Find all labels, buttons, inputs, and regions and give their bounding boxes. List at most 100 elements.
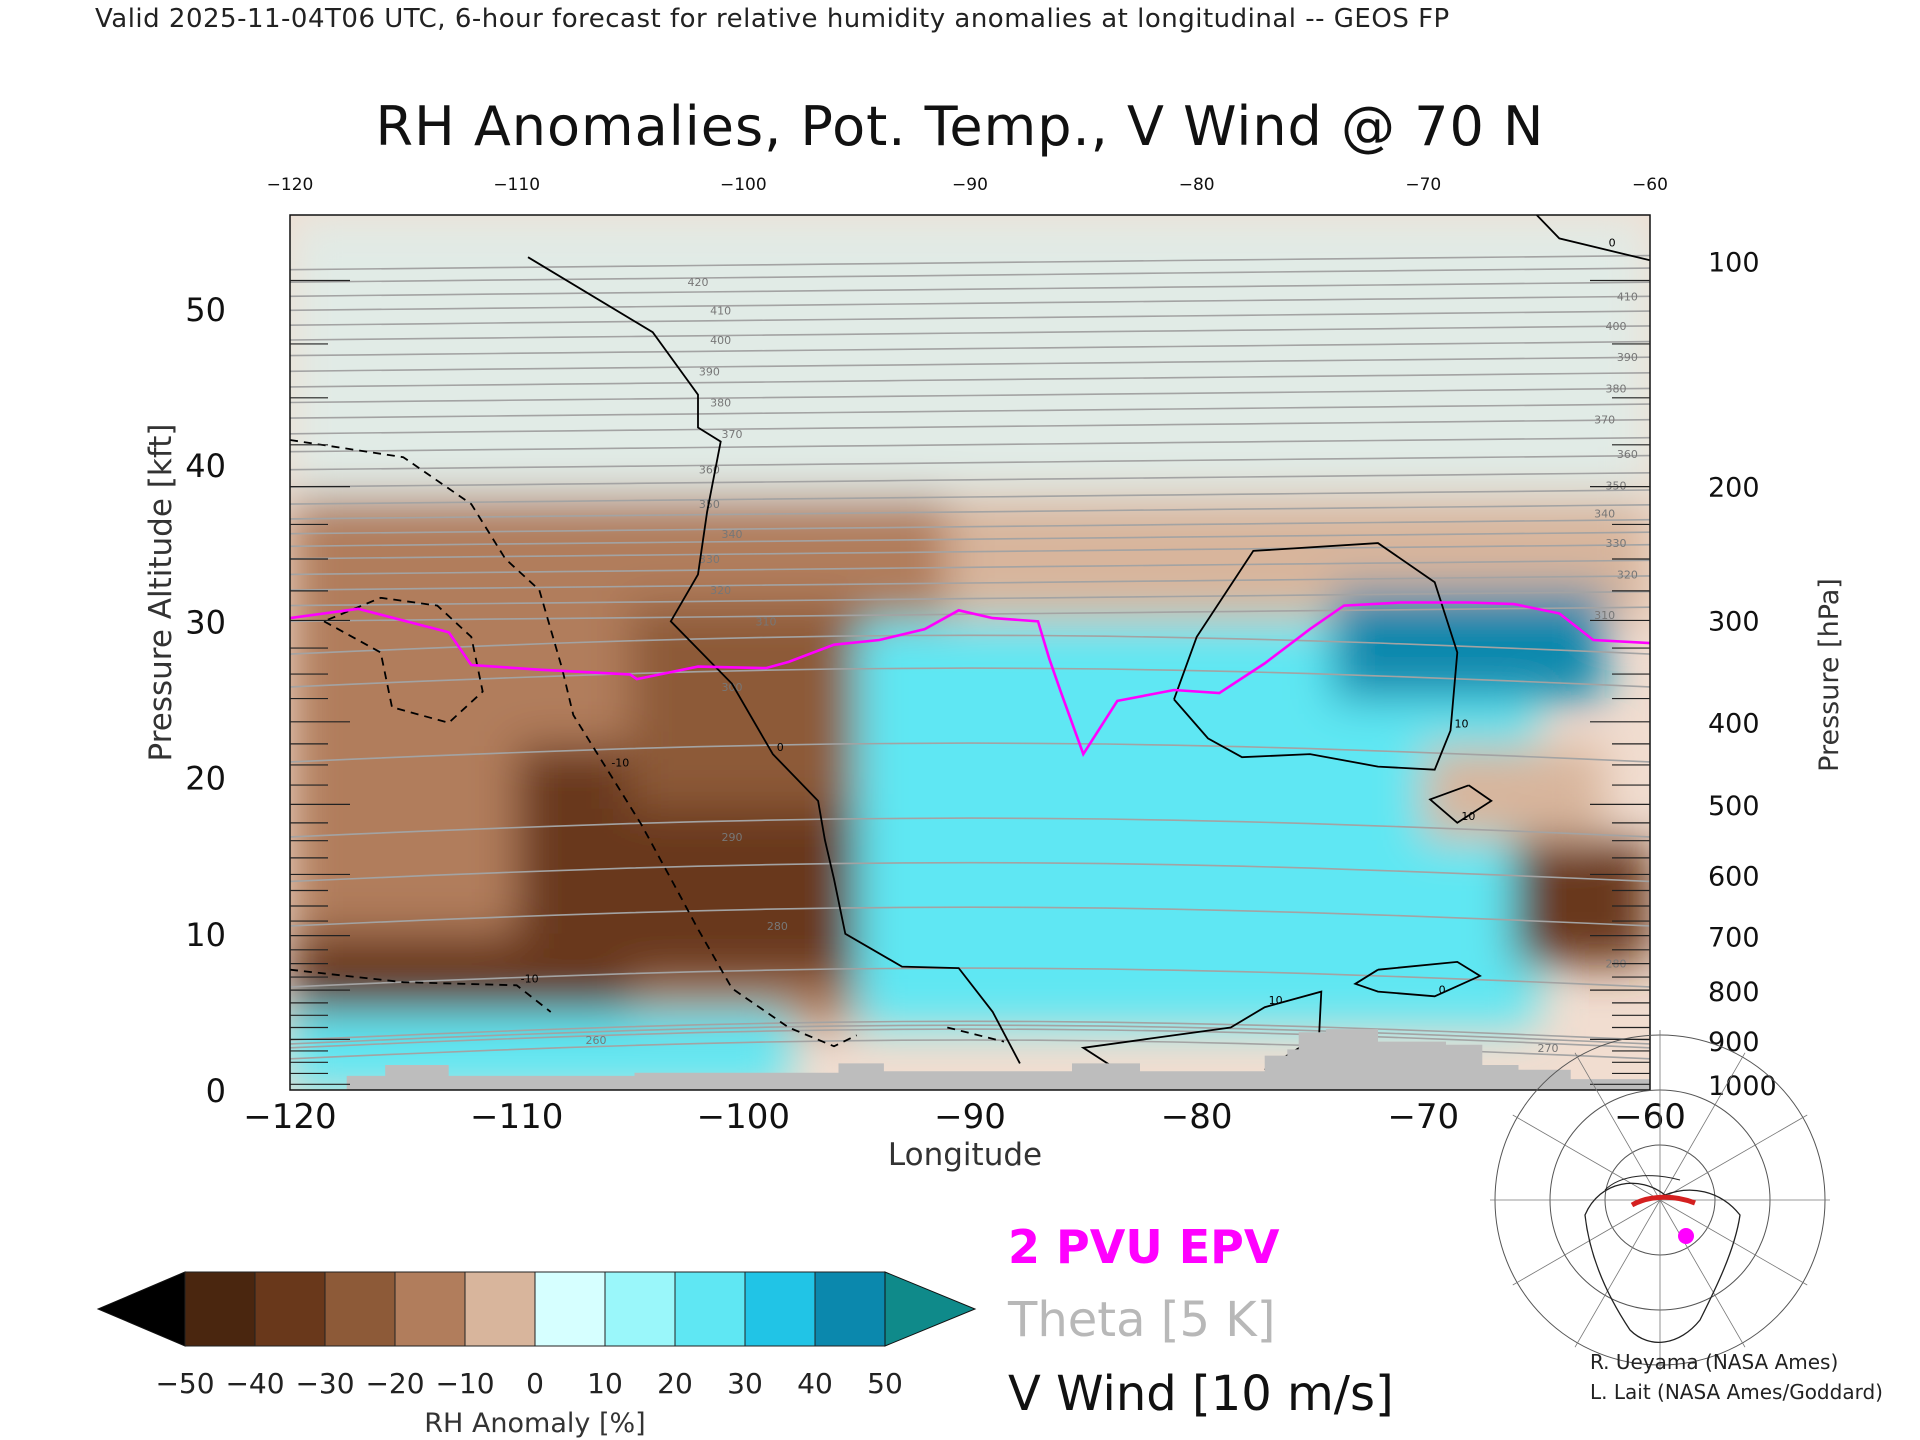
- v-wind-contour-4: [1080, 990, 1323, 1071]
- theta-label-3: 390: [699, 365, 720, 378]
- colorbar-bin-9: [814, 1271, 886, 1347]
- theta-contour-365: [290, 436, 1650, 453]
- theta-contour-385: [290, 372, 1650, 388]
- v-wind-contour-1: [1173, 542, 1459, 771]
- colorbar-bin-5: [534, 1271, 606, 1347]
- theta-contour-265: [290, 1024, 1650, 1045]
- colorbar-tick-7: 20: [657, 1367, 693, 1400]
- v-wind-contour-3: [1353, 960, 1482, 998]
- theta-contour-345: [290, 504, 1650, 520]
- map-section-line: [1630, 1194, 1696, 1208]
- theta-contour-420: [290, 267, 1650, 283]
- colorbar-over-arrow: [884, 1271, 977, 1347]
- x-axis-label: Longitude: [888, 1137, 1042, 1173]
- legend-epv: 2 PVU EPV: [1008, 1220, 1280, 1274]
- theta-label-13: 290: [722, 831, 743, 844]
- theta-label-9: 330: [699, 553, 720, 566]
- x-tick-label-top-3: −90: [952, 175, 988, 195]
- theta-label-21: 370: [1594, 414, 1615, 427]
- theta-contour-270: [290, 1028, 1650, 1049]
- y-tick-label-3: 30: [185, 603, 226, 641]
- theta-label-8: 340: [722, 528, 743, 541]
- x-tick-label-top-6: −60: [1632, 175, 1668, 195]
- map-meridian-330: [1659, 1114, 1808, 1201]
- theta-contour-375: [290, 403, 1650, 419]
- theta-contour-415: [290, 281, 1650, 298]
- theta-contour-285: [290, 861, 1650, 883]
- theta-label-18: 400: [1606, 320, 1627, 333]
- v-wind-contour-5: [1536, 215, 1650, 262]
- colorbar-under-arrow: [96, 1271, 186, 1347]
- theta-label-19: 390: [1617, 351, 1638, 364]
- v-wind-label-5: 0: [1609, 236, 1616, 249]
- colorbar-tick-8: 30: [727, 1367, 763, 1400]
- v-wind-label-8: -10: [521, 972, 539, 985]
- theta-label-12: 300: [722, 681, 743, 694]
- colorbar-bin-3: [394, 1271, 466, 1347]
- x-tick-label-bottom-1: −110: [470, 1097, 563, 1137]
- epv-contour: [290, 601, 1650, 758]
- colorbar-label: RH Anomaly [%]: [424, 1408, 645, 1439]
- map-meridian-120: [1574, 1199, 1661, 1348]
- theta-contour-280: [290, 906, 1650, 927]
- theta-contour-360: [290, 454, 1650, 471]
- theta-contour-315: [290, 590, 1650, 607]
- colorbar-tick-4: −10: [435, 1367, 494, 1400]
- colorbar-bin-1: [254, 1271, 326, 1347]
- colorbar-tick-6: 10: [587, 1367, 623, 1400]
- pressure-tick-label-9: 1000: [1708, 1071, 1777, 1102]
- rh-field-blobs: [290, 215, 1650, 1090]
- theta-contour-400: [290, 325, 1650, 341]
- theta-contour-355: [290, 472, 1650, 488]
- theta-contour-340: [290, 518, 1650, 535]
- theta-contour-260: [290, 1020, 1650, 1041]
- y-tick-label-2: 20: [185, 760, 226, 798]
- theta-label-20: 380: [1606, 382, 1627, 395]
- theta-contour-275: [290, 967, 1650, 988]
- theta-label-26: 320: [1617, 568, 1638, 581]
- colorbar-bin-4: [464, 1271, 536, 1347]
- theta-label-1: 410: [710, 304, 731, 317]
- pressure-tick-label-8: 900: [1708, 1027, 1760, 1058]
- theta-contour-320: [290, 575, 1650, 591]
- colorbar-bin-6: [604, 1271, 676, 1347]
- v-wind-contours: 0 10 10 0 10 0 -10 -10: [290, 215, 1650, 1071]
- y-tick-label-0: 0: [206, 1072, 226, 1110]
- theta-contour-295: [290, 742, 1650, 763]
- v-wind-label-2: 10: [1461, 810, 1475, 823]
- y-tick-label-1: 10: [185, 916, 226, 954]
- location-map: [1490, 1030, 1830, 1370]
- pressure-tick-label-6: 700: [1708, 922, 1760, 953]
- epv-2pvu-line: [290, 601, 1650, 758]
- legend-vwind: V Wind [10 m/s]: [1008, 1366, 1394, 1422]
- v-wind-contour-7: [323, 596, 484, 724]
- pressure-tick-label-0: 100: [1708, 247, 1760, 278]
- map-arctic-islands: [1604, 1175, 1681, 1191]
- chart-title: RH Anomalies, Pot. Temp., V Wind @ 70 N: [375, 95, 1545, 158]
- plot-border: [289, 214, 1651, 1091]
- forecast-header: Valid 2025-11-04T06 UTC, 6-hour forecast…: [95, 4, 1450, 34]
- theta-label-23: 350: [1606, 479, 1627, 492]
- y-tick-label-5: 50: [185, 291, 226, 329]
- colorbar: −50 −40 −30 −20 −10 0 10 20 30 40 50 RH Anomaly [%]: [96, 1271, 977, 1439]
- pressure-tick-label-2: 300: [1708, 607, 1760, 638]
- v-wind-label-4: 10: [1269, 994, 1283, 1007]
- theta-contour-330: [290, 543, 1650, 560]
- colorbar-tick-3: −20: [365, 1367, 424, 1400]
- v-wind-label-3: 0: [1439, 983, 1446, 996]
- x-tick-label-top-4: −80: [1179, 175, 1215, 195]
- theta-contour-300: [290, 667, 1650, 688]
- x-tick-label-top-0: −120: [267, 175, 314, 195]
- pressure-tick-label-5: 600: [1708, 861, 1760, 892]
- theta-contour-390: [290, 356, 1650, 373]
- x-tick-label-bottom-0: −120: [243, 1097, 336, 1137]
- axes: −120 −120 −110 −110 −100 −100 −90 −90 −80 −80 −70 −…: [143, 175, 1845, 1173]
- v-wind-label-1: 10: [1455, 718, 1469, 731]
- theta-label-22: 360: [1617, 448, 1638, 461]
- v-wind-contour-8: [290, 968, 552, 1013]
- credit-ueyama: R. Ueyama (NASA Ames): [1590, 1350, 1839, 1374]
- theta-contour-335: [290, 531, 1650, 548]
- theta-contour-305: [290, 634, 1650, 655]
- map-background: [1560, 1165, 1758, 1363]
